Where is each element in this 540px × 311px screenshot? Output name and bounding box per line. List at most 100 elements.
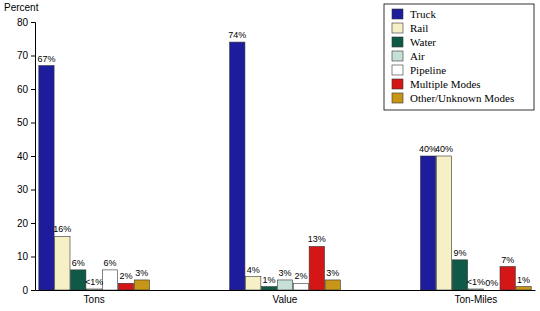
bar: [134, 280, 149, 290]
bar: [484, 290, 499, 291]
legend-item: Truck: [392, 8, 436, 20]
legend-swatch: [392, 23, 403, 33]
y-tick: 10: [17, 251, 35, 262]
x-axis: Tons Value Ton-Miles: [36, 291, 536, 306]
y-tick-label: 20: [17, 218, 29, 229]
legend-frame: [384, 4, 534, 110]
bar: [55, 236, 70, 290]
data-label: 3%: [278, 268, 291, 278]
x-tick-label: Ton-Miles: [454, 294, 497, 305]
y-tick-mark: [31, 56, 35, 57]
data-label: 67%: [37, 54, 55, 64]
x-tick: Tons: [84, 294, 105, 305]
data-label: 13%: [308, 234, 326, 244]
legend: Truck Rail Water Air Pipeline Multiple Modes O…: [384, 4, 534, 110]
x-tick: Value: [273, 294, 298, 305]
data-label: 16%: [53, 224, 71, 234]
chart: 67%74%40%16%4%40%6%1%9%<1%3%<1%6%2%0%2%1…: [0, 0, 540, 311]
legend-label: Pipeline: [410, 64, 446, 76]
bar: [516, 287, 531, 290]
y-tick-mark: [31, 290, 35, 291]
data-label: 1%: [517, 275, 530, 285]
y-tick-mark: [31, 22, 35, 23]
x-axis-line: [36, 290, 536, 291]
bar: [325, 280, 340, 290]
y-tick-label: 70: [17, 50, 29, 61]
data-label: 6%: [104, 258, 117, 268]
bar: [436, 156, 451, 290]
y-tick-mark: [31, 190, 35, 191]
y-tick-label: 40: [17, 151, 29, 162]
y-tick-label: 0: [22, 285, 28, 296]
y-tick-mark: [31, 257, 35, 258]
bars: [39, 42, 531, 290]
x-tick-label: Value: [273, 294, 298, 305]
legend-label: Other/Unknown Modes: [410, 92, 514, 104]
data-label: 7%: [501, 255, 514, 265]
bar: [468, 289, 483, 290]
legend-item: Water: [392, 36, 436, 48]
bar: [118, 283, 133, 290]
bar: [293, 283, 308, 290]
y-tick-label: 50: [17, 117, 29, 128]
bar: [309, 246, 324, 290]
y-tick: 80: [17, 17, 35, 28]
bar: [277, 280, 292, 290]
data-label: 0%: [485, 278, 498, 288]
y-tick: 40: [17, 151, 35, 162]
bar: [102, 270, 117, 290]
legend-item: Multiple Modes: [392, 78, 481, 90]
data-label: 3%: [135, 268, 148, 278]
legend-item: Pipeline: [392, 64, 446, 76]
y-tick: 30: [17, 184, 35, 195]
y-tick-label: 30: [17, 184, 29, 195]
data-label: <1%: [467, 277, 485, 287]
bar: [420, 156, 435, 290]
y-tick: 0: [22, 285, 35, 296]
bar: [39, 66, 54, 290]
bar: [87, 289, 102, 290]
legend-swatch: [392, 93, 403, 103]
y-tick-mark: [31, 223, 35, 224]
y-tick: 50: [17, 117, 35, 128]
y-tick-mark: [31, 123, 35, 124]
y-tick-mark: [31, 89, 35, 90]
x-tick: Ton-Miles: [454, 294, 497, 305]
legend-swatch: [392, 37, 403, 47]
data-label: 3%: [326, 268, 339, 278]
legend-label: Water: [410, 36, 436, 48]
bar: [230, 42, 245, 290]
legend-swatch: [392, 51, 403, 61]
data-label: 9%: [453, 248, 466, 258]
y-axis: 0 10 20 30 40 50 60 70 80: [17, 17, 36, 296]
y-tick: 70: [17, 50, 35, 61]
bar: [452, 260, 467, 290]
data-label: <1%: [85, 277, 103, 287]
legend-item: Rail: [392, 22, 428, 34]
bar: [500, 267, 515, 290]
data-label: 1%: [263, 275, 276, 285]
data-label: 40%: [435, 144, 453, 154]
data-label: 4%: [247, 265, 260, 275]
legend-label: Air: [410, 50, 425, 62]
y-tick-label: 80: [17, 17, 29, 28]
legend-item: Other/Unknown Modes: [392, 92, 514, 104]
bar: [71, 270, 86, 290]
legend-label: Rail: [410, 22, 428, 34]
legend-swatch: [392, 9, 403, 19]
legend-label: Multiple Modes: [410, 78, 481, 90]
y-tick-label: 10: [17, 251, 29, 262]
legend-label: Truck: [410, 8, 436, 20]
data-label: 74%: [228, 30, 246, 40]
legend-swatch: [392, 65, 403, 75]
y-tick-mark: [31, 156, 35, 157]
y-tick: 60: [17, 84, 35, 95]
legend-swatch: [392, 79, 403, 89]
y-tick-label: 60: [17, 84, 29, 95]
x-tick-label: Tons: [84, 294, 105, 305]
y-tick: 20: [17, 218, 35, 229]
data-label: 6%: [72, 258, 85, 268]
bar: [246, 277, 261, 290]
y-axis-line: [31, 23, 36, 291]
legend-item: Air: [392, 50, 425, 62]
